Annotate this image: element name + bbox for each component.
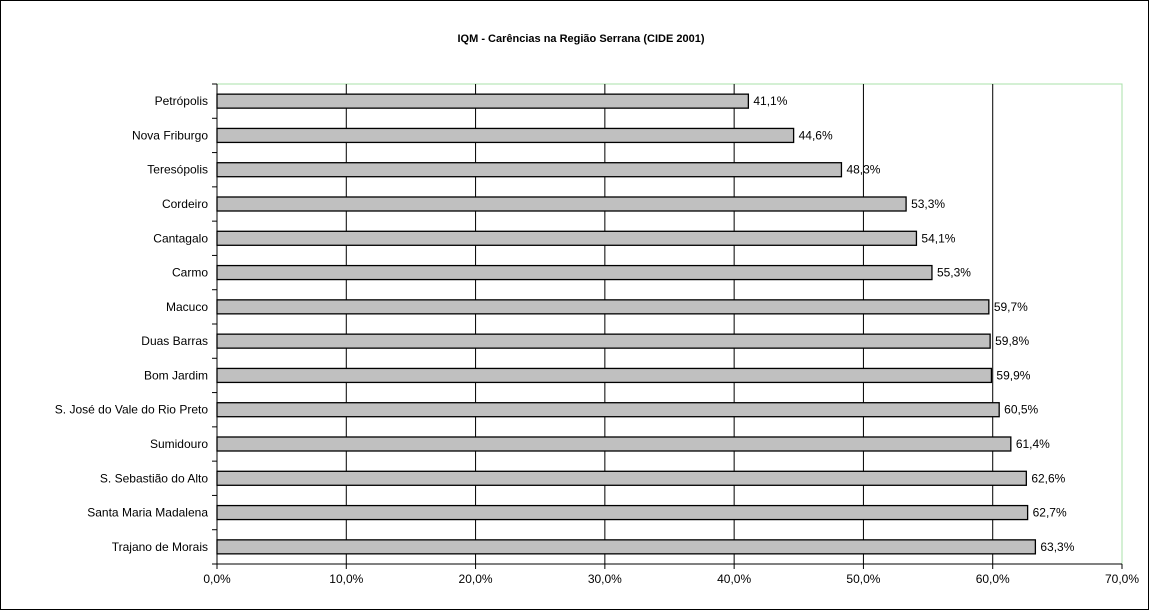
- x-tick-label: 10,0%: [329, 572, 363, 586]
- bar: [216, 127, 795, 144]
- category-label: Nova Friburgo: [132, 128, 208, 142]
- bars: [216, 93, 1037, 555]
- category-label: Teresópolis: [147, 163, 208, 177]
- chart-title: IQM - Carências na Região Serrana (CIDE …: [458, 33, 705, 45]
- bar: [216, 299, 990, 315]
- category-label: Cantagalo: [153, 231, 208, 245]
- x-tick-label: 30,0%: [588, 572, 622, 586]
- x-tick-label: 50,0%: [846, 572, 880, 586]
- category-label: Cordeiro: [162, 197, 208, 211]
- category-label: Macuco: [166, 300, 208, 314]
- data-label: 62,6%: [1031, 471, 1065, 485]
- category-label: S. Sebastião do Alto: [100, 471, 208, 485]
- plot-area: [216, 83, 1123, 565]
- bar: [216, 436, 1012, 452]
- data-label: 41,1%: [753, 94, 787, 108]
- data-label: 48,3%: [846, 163, 880, 177]
- x-tick-label: 40,0%: [717, 572, 751, 586]
- data-label: 59,9%: [996, 368, 1030, 382]
- x-tick-label: 0,0%: [203, 572, 231, 586]
- bar: [216, 162, 843, 178]
- data-label: 59,7%: [994, 300, 1028, 314]
- data-label: 60,5%: [1004, 403, 1038, 417]
- category-label: Petrópolis: [155, 94, 208, 108]
- bar: [216, 470, 1027, 486]
- bar: [216, 333, 991, 349]
- bar: [216, 264, 933, 281]
- x-tick-label: 70,0%: [1105, 572, 1139, 586]
- category-label: Duas Barras: [141, 334, 208, 348]
- data-label: 54,1%: [921, 231, 955, 245]
- x-tick-label: 60,0%: [976, 572, 1010, 586]
- category-label: Bom Jardim: [144, 368, 208, 382]
- bar: [216, 196, 907, 212]
- category-label: Sumidouro: [150, 437, 208, 451]
- category-label: Carmo: [172, 266, 208, 280]
- data-label: 53,3%: [911, 197, 945, 211]
- category-label: S. José do Vale do Rio Preto: [55, 403, 209, 417]
- data-label: 63,3%: [1040, 540, 1074, 554]
- bar: [216, 230, 918, 246]
- data-label: 55,3%: [937, 266, 971, 280]
- data-label: 61,4%: [1016, 437, 1050, 451]
- labels: 0,0% 10,0% 20,0% 30,0% 40,0% 50,0% 60,0% 70,0% P…: [55, 94, 1140, 586]
- data-label: 44,6%: [799, 128, 833, 142]
- bar: [216, 367, 993, 384]
- x-tick-label: 20,0%: [459, 572, 493, 586]
- data-label: 59,8%: [995, 334, 1029, 348]
- category-label: Trajano de Morais: [112, 540, 208, 554]
- data-label: 62,7%: [1033, 506, 1067, 520]
- category-label: Santa Maria Madalena: [87, 506, 208, 520]
- bar: [216, 539, 1037, 555]
- bar: [216, 93, 750, 109]
- bar: [216, 504, 1029, 521]
- bar: [216, 402, 1000, 418]
